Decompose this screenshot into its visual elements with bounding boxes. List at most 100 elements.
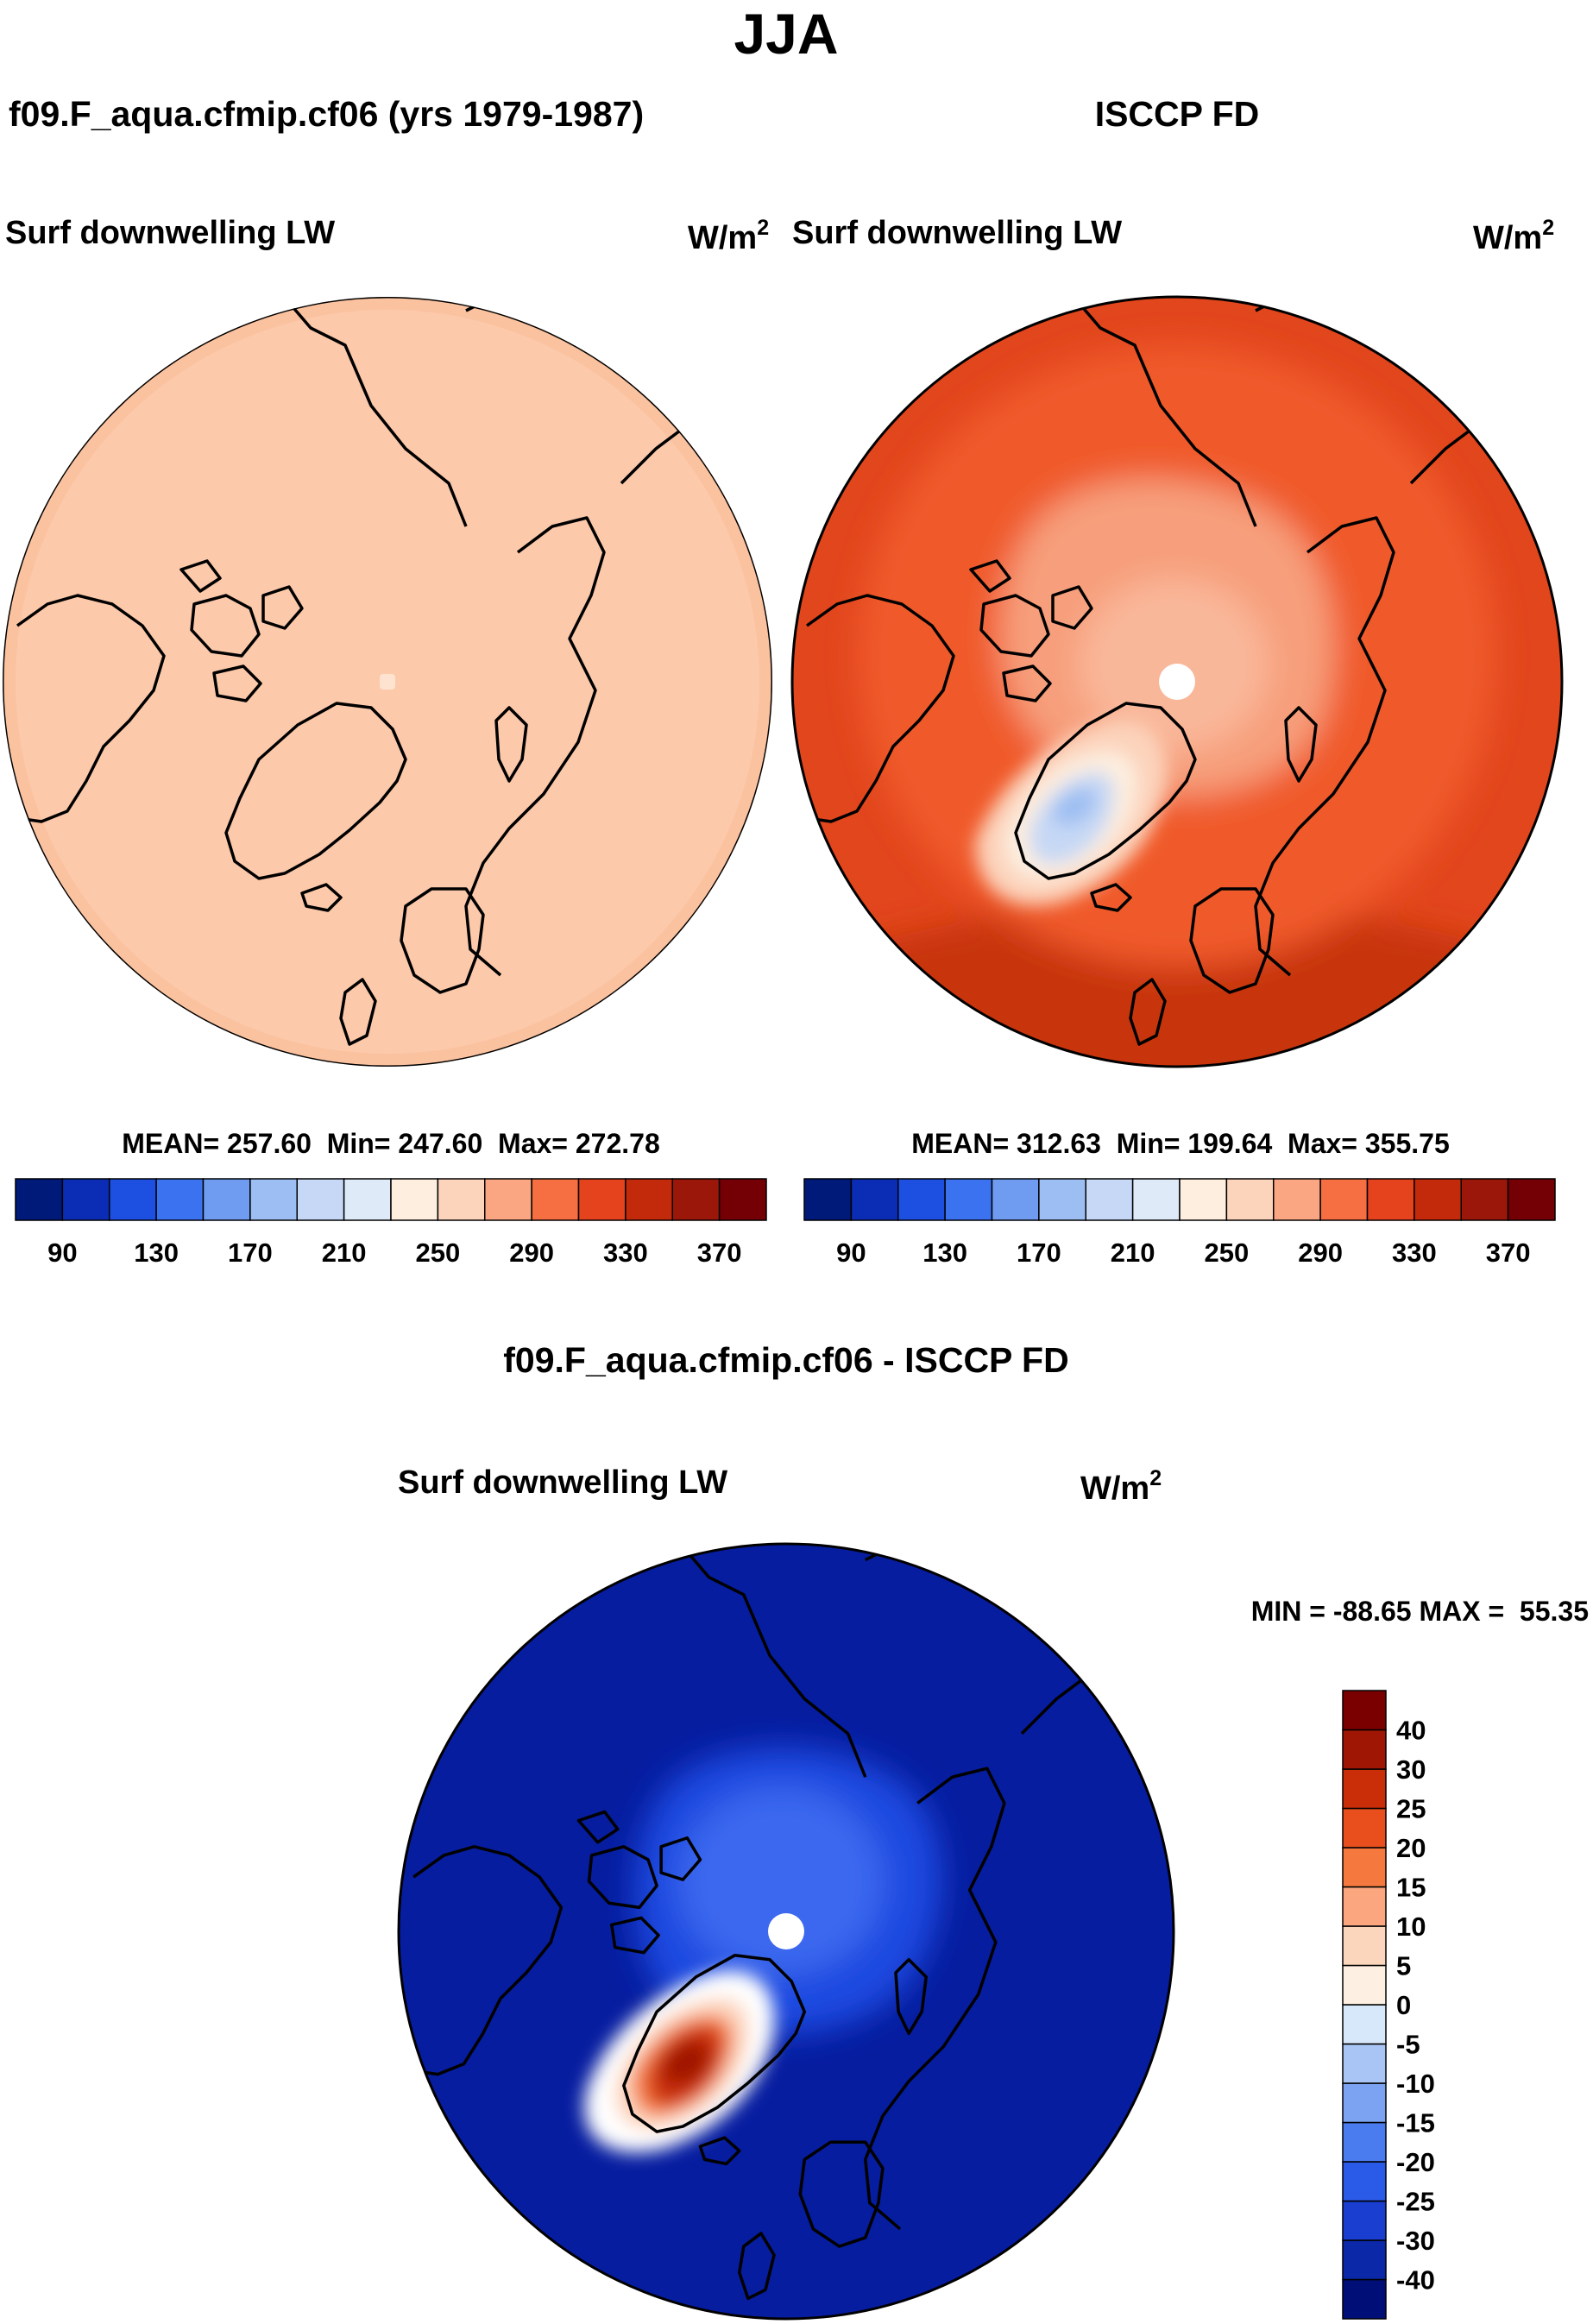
model-colorbar-box — [15, 1178, 64, 1221]
obs-colorbar-box — [1414, 1178, 1462, 1221]
diff-colorbar-tick-label: -30 — [1396, 2226, 1435, 2256]
diff-colorbar-tick-label: 40 — [1396, 1716, 1426, 1746]
diff-colorbar-box — [1342, 2161, 1387, 2202]
panel-model-title: f09.F_aqua.cfmip.cf06 (yrs 1979-1987) — [9, 94, 644, 134]
panel-model: f09.F_aqua.cfmip.cf06 (yrs 1979-1987) Su… — [3, 94, 772, 1268]
diff-colorbar-tick-label: 20 — [1396, 1833, 1426, 1863]
panel-diff-colorbar: -40 -30 -25 -20 -15 -10 -5 0 5 10 15 20 25 30 40 — [1342, 1690, 1435, 2320]
obs-colorbar-box — [991, 1178, 1040, 1221]
obs-colorbar-box — [1366, 1178, 1415, 1221]
obs-colorbar-tick-label: 170 — [1017, 1238, 1061, 1268]
panel-model-colorbar: 90 130 170 210 250 290 330 370 — [15, 1178, 767, 1268]
obs-colorbar-tick-label: 130 — [922, 1238, 967, 1268]
diff-colorbar-box — [1342, 1768, 1387, 1810]
diff-colorbar-tick-label: -15 — [1396, 2108, 1435, 2138]
model-colorbar-tick-label: 330 — [603, 1238, 648, 1268]
diff-field-arctic-core — [677, 1786, 885, 1976]
model-colorbar-tick-label: 250 — [416, 1238, 461, 1268]
model-colorbar-box — [109, 1178, 157, 1221]
obs-colorbar-box — [1225, 1178, 1275, 1221]
model-colorbar-box — [390, 1178, 439, 1221]
model-colorbar-box — [577, 1178, 626, 1221]
obs-colorbar-box — [1179, 1178, 1228, 1221]
model-colorbar-box — [718, 1178, 767, 1221]
panel-diff-variable: Surf downwelling LW — [398, 1464, 727, 1501]
obs-colorbar-box — [850, 1178, 899, 1221]
obs-map-border — [790, 295, 1564, 1068]
diff-colorbar-tick-label: 0 — [1396, 1990, 1411, 2020]
model-colorbar-box — [343, 1178, 392, 1221]
obs-colorbar-box — [897, 1178, 946, 1221]
obs-colorbar-box — [1038, 1178, 1086, 1221]
diff-colorbar-box — [1342, 2239, 1387, 2281]
diff-colorbar-tick-label: 30 — [1396, 1754, 1426, 1785]
model-colorbar-box — [531, 1178, 580, 1221]
obs-colorbar-box — [1273, 1178, 1321, 1221]
model-colorbar-box — [155, 1178, 205, 1221]
diff-colorbar-box — [1342, 1847, 1387, 1888]
model-colorbar-box — [249, 1178, 298, 1221]
model-colorbar-tick-label: 370 — [697, 1238, 742, 1268]
panel-diff-map — [399, 1544, 1174, 2319]
panel-model-variable: Surf downwelling LW — [5, 215, 335, 251]
model-colorbar-box — [484, 1178, 532, 1221]
panel-obs-title: ISCCP FD — [1095, 94, 1260, 134]
obs-colorbar-tick-label: 90 — [836, 1238, 866, 1268]
panel-model-stats: MEAN= 257.60 Min= 247.60 Max= 272.78 — [122, 1128, 659, 1159]
obs-colorbar-tick-label: 330 — [1392, 1238, 1437, 1268]
diff-colorbar-box — [1342, 1729, 1387, 1770]
panel-model-map — [3, 297, 772, 1067]
obs-colorbar-tick-label: 210 — [1111, 1238, 1155, 1268]
diff-colorbar-tick-label: -25 — [1396, 2187, 1435, 2217]
model-colorbar-box — [625, 1178, 673, 1221]
diff-colorbar-box — [1342, 1807, 1387, 1848]
panel-obs-variable: Surf downwelling LW — [792, 215, 1122, 251]
model-colorbar-tick-label: 170 — [228, 1238, 273, 1268]
diff-colorbar-box — [1342, 2043, 1387, 2084]
panel-diff-stats: MIN = -88.65 MAX = 55.35 — [1251, 1596, 1589, 1627]
diff-colorbar-tick-label: -40 — [1396, 2265, 1435, 2296]
panel-obs: ISCCP FD Surf downwelling LW W/m2 — [790, 94, 1564, 1268]
figure-title: JJA — [734, 2, 838, 66]
diff-colorbar-box — [1342, 1690, 1387, 1731]
panel-model-units: W/m2 — [688, 216, 769, 256]
model-colorbar-box — [437, 1178, 486, 1221]
obs-colorbar-tick-label: 250 — [1205, 1238, 1250, 1268]
obs-pole-hole — [1159, 664, 1195, 700]
model-colorbar-tick-label: 210 — [322, 1238, 367, 1268]
obs-colorbar-box — [1319, 1178, 1369, 1221]
diff-colorbar-tick-label: -10 — [1396, 2069, 1435, 2099]
diff-colorbar-box — [1342, 2121, 1387, 2163]
diff-colorbar-box — [1342, 2082, 1387, 2124]
diff-colorbar-box — [1342, 2278, 1387, 2320]
diff-colorbar-box — [1342, 2200, 1387, 2241]
obs-colorbar-tick-label: 370 — [1486, 1238, 1531, 1268]
diff-colorbar-box — [1342, 1925, 1387, 1967]
diff-colorbar-tick-label: -5 — [1396, 2030, 1420, 2060]
model-colorbar-tick-label: 90 — [47, 1238, 77, 1268]
panel-diff: f09.F_aqua.cfmip.cf06 - ISCCP FD Surf do… — [397, 1340, 1589, 2321]
diff-colorbar-box — [1342, 1886, 1387, 1927]
obs-colorbar-tick-label: 290 — [1298, 1238, 1343, 1268]
panel-diff-units: W/m2 — [1080, 1466, 1162, 1507]
model-colorbar-box — [296, 1178, 345, 1221]
panel-obs-colorbar: 90 130 170 210 250 290 330 370 — [803, 1178, 1556, 1268]
panel-obs-stats: MEAN= 312.63 Min= 199.64 Max= 355.75 — [911, 1128, 1449, 1159]
diff-colorbar-tick-label: 10 — [1396, 1911, 1426, 1942]
diff-colorbar-tick-label: -20 — [1396, 2147, 1435, 2177]
model-colorbar-box — [61, 1178, 110, 1221]
diff-colorbar-box — [1342, 1964, 1387, 2006]
obs-greenland-field — [975, 720, 1168, 906]
diff-colorbar-tick-label: 15 — [1396, 1873, 1426, 1903]
model-colorbar-tick-label: 130 — [134, 1238, 179, 1268]
model-colorbar-box — [202, 1178, 251, 1221]
panel-obs-units: W/m2 — [1473, 216, 1554, 256]
obs-colorbar-box — [1460, 1178, 1509, 1221]
obs-colorbar-box — [1507, 1178, 1556, 1221]
obs-colorbar-box — [803, 1178, 853, 1221]
diff-colorbar-tick-label: 25 — [1396, 1794, 1426, 1824]
model-colorbar-box — [671, 1178, 721, 1221]
diff-map-border — [397, 1542, 1175, 2321]
obs-colorbar-box — [944, 1178, 993, 1221]
